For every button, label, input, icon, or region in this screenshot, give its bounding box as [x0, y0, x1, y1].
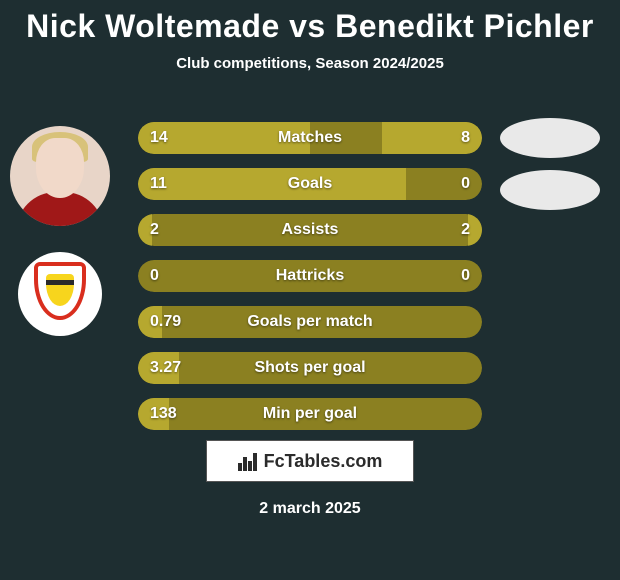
stat-label: Goals per match: [138, 306, 482, 338]
club-stripe: [46, 280, 74, 285]
stat-row: 0.79Goals per match: [138, 306, 482, 338]
player1-club-badge: [18, 252, 102, 336]
stat-label: Shots per goal: [138, 352, 482, 384]
page-title: Nick Woltemade vs Benedikt Pichler: [0, 0, 620, 45]
footer-brand-logo[interactable]: FcTables.com: [206, 440, 414, 482]
player2-club-placeholder: [500, 170, 600, 210]
comparison-bars: 148Matches 110Goals 22Assists 00Hattricks 0.…: [138, 122, 482, 444]
page-date: 2 march 2025: [0, 500, 620, 518]
stat-row: 22Assists: [138, 214, 482, 246]
stat-row: 110Goals: [138, 168, 482, 200]
player1-avatar: [10, 126, 110, 226]
stat-label: Matches: [138, 122, 482, 154]
player2-avatar-placeholder: [500, 118, 600, 158]
page-subtitle: Club competitions, Season 2024/2025: [0, 55, 620, 72]
footer-brand-text: FcTables.com: [264, 451, 383, 472]
stat-label: Goals: [138, 168, 482, 200]
avatar-face: [36, 138, 84, 198]
stat-row: 138Min per goal: [138, 398, 482, 430]
bar-chart-icon: [238, 451, 258, 471]
stat-label: Min per goal: [138, 398, 482, 430]
stat-row: 00Hattricks: [138, 260, 482, 292]
stat-row: 148Matches: [138, 122, 482, 154]
stat-label: Assists: [138, 214, 482, 246]
stat-label: Hattricks: [138, 260, 482, 292]
stat-row: 3.27Shots per goal: [138, 352, 482, 384]
